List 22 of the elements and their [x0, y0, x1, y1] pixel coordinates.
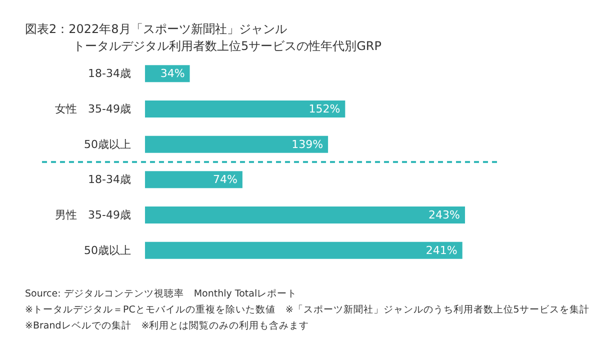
- y-tick-label: 50歳以上: [84, 244, 131, 257]
- data-label: 74%: [212, 173, 238, 186]
- text: ※トータルデジタル＝PCとモバイルの重複を除いた数値 ※「スポーツ新聞社」ジャンルのうち利用者数上位5サービスを集計: [25, 304, 590, 316]
- data-label: 243%: [428, 208, 460, 222]
- bar: [145, 100, 346, 118]
- chart-subtitle: トータルデジタル利用者数上位5サービスの性年代別GRP: [73, 39, 382, 53]
- source-note: Source: デジタルコンテンツ視聴率 Monthly Totalレポート: [25, 288, 298, 300]
- y-tick-label: 男性 35-49歳: [55, 208, 131, 222]
- bar: [145, 206, 465, 224]
- data-label: 241%: [426, 244, 458, 257]
- y-tick-label: 18-34歳: [88, 173, 131, 186]
- data-label: 34%: [160, 67, 185, 80]
- chart-title: 図表2：2022年8月「スポーツ新聞社」ジャンル: [25, 22, 287, 36]
- data-label: 139%: [292, 138, 324, 151]
- bar: [145, 136, 328, 153]
- bar: [145, 171, 242, 188]
- y-tick-label: 18-34歳: [88, 67, 131, 80]
- bar: [145, 242, 462, 259]
- y-tick-label: 女性 35-49歳: [55, 102, 131, 116]
- text: ※Brandレベルでの集計 ※利用とは閲覧のみの利用も含みます: [25, 320, 310, 332]
- y-tick-label: 50歳以上: [84, 138, 131, 151]
- data-label: 152%: [308, 102, 340, 116]
